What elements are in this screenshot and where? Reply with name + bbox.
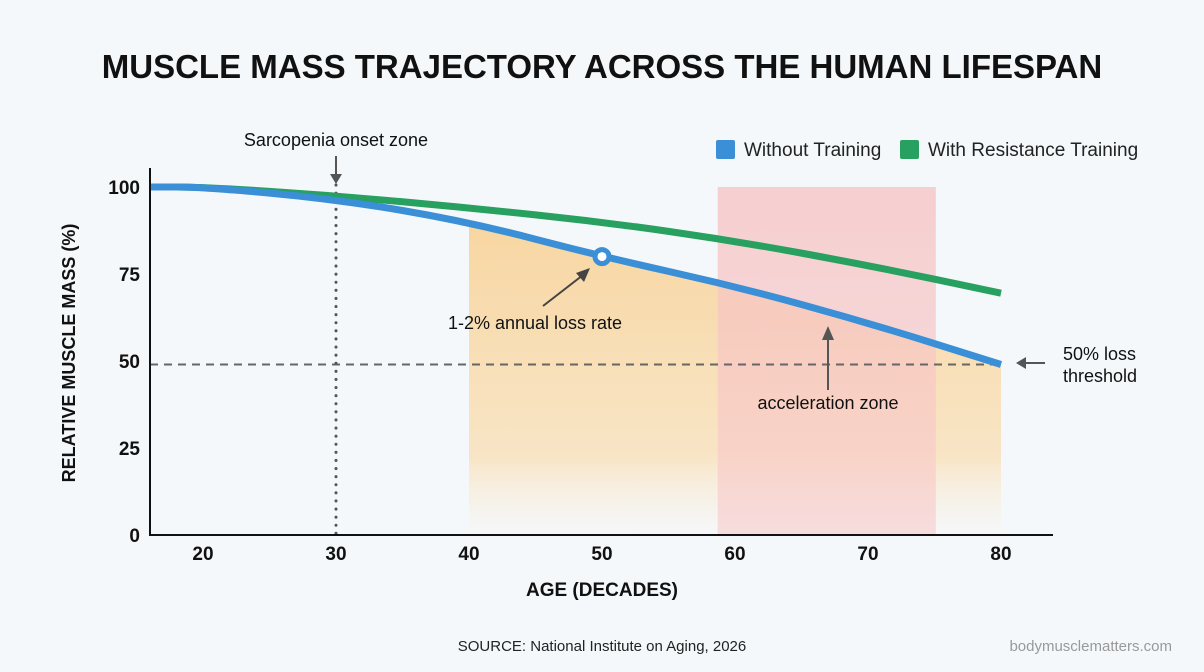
x-tick-label: 30 xyxy=(325,544,346,565)
x-tick-label: 80 xyxy=(990,544,1011,565)
legend-label-without-training: Without Training xyxy=(744,140,881,161)
watermark: bodymusclematters.com xyxy=(1009,638,1172,655)
source-note: SOURCE: National Institute on Aging, 202… xyxy=(458,638,747,655)
y-tick-label: 25 xyxy=(119,439,141,460)
y-tick-label: 50 xyxy=(119,352,140,373)
y-tick-label: 75 xyxy=(119,265,141,286)
legend-swatch-without-training xyxy=(716,140,735,159)
x-tick-label: 20 xyxy=(192,544,213,565)
acceleration-zone-band xyxy=(717,187,936,535)
acceleration-arrowhead xyxy=(822,326,834,340)
y-tick-label: 100 xyxy=(108,178,140,199)
chart-title: MUSCLE MASS TRAJECTORY ACROSS THE HUMAN … xyxy=(102,48,1102,85)
y-axis-label: RELATIVE MUSCLE MASS (%) xyxy=(59,224,79,483)
loss-rate-label: 1-2% annual loss rate xyxy=(448,313,622,333)
sarcopenia-label: Sarcopenia onset zone xyxy=(244,130,428,150)
threshold-arrowhead xyxy=(1016,357,1026,369)
x-tick-label: 70 xyxy=(857,544,878,565)
y-tick-label: 0 xyxy=(129,526,140,547)
x-tick-label: 60 xyxy=(724,544,745,565)
x-tick-label: 40 xyxy=(458,544,479,565)
highlight-marker xyxy=(592,247,612,267)
threshold-label-line2: threshold xyxy=(1063,366,1137,386)
legend-label-with-training: With Resistance Training xyxy=(928,140,1138,161)
loss-rate-arrowhead xyxy=(576,268,590,282)
acceleration-label: acceleration zone xyxy=(757,393,898,413)
x-tick-label: 50 xyxy=(591,544,612,565)
legend-swatch-with-training xyxy=(900,140,919,159)
series-line-without-training xyxy=(151,183,1003,368)
loss-rate-arrow xyxy=(542,274,584,307)
threshold-label-line1: 50% loss xyxy=(1063,344,1136,364)
x-axis-label: AGE (DECADES) xyxy=(526,580,678,601)
sarcopenia-arrowhead xyxy=(330,174,342,184)
